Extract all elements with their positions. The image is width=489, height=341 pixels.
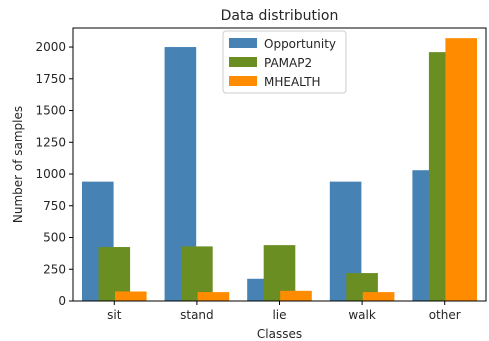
x-tick-label-lie: lie (272, 308, 286, 322)
legend: Opportunity PAMAP2 MHEALTH (222, 30, 347, 94)
legend-swatch-opportunity (229, 38, 257, 48)
bar-mhealth-stand (197, 292, 230, 301)
y-axis-label: Number of samples (11, 106, 25, 223)
plot-area: 0 250 500 750 1000 1250 1500 1750 2000 sit stand li… (35, 27, 487, 322)
x-tick-label-stand: stand (180, 308, 214, 322)
y-tick-label: 750 (43, 199, 66, 213)
legend-label-pamap2: PAMAP2 (264, 56, 312, 70)
legend-label-mhealth: MHEALTH (264, 75, 321, 89)
legend-label-opportunity: Opportunity (264, 37, 336, 51)
bar-mhealth-walk (362, 292, 395, 301)
y-tick-label: 1750 (35, 72, 66, 86)
y-tick-label: 2000 (35, 40, 66, 54)
x-tick-label-walk: walk (348, 308, 376, 322)
bar-mhealth-sit (115, 291, 147, 301)
bar-pamap2-stand (181, 246, 213, 301)
y-tick-label: 500 (43, 231, 66, 245)
x-tick-label-sit: sit (107, 308, 122, 322)
y-tick-label: 250 (43, 262, 66, 276)
y-tick-label: 1000 (35, 167, 66, 181)
bar-mhealth-lie (280, 290, 312, 301)
bar-mhealth-other (445, 38, 477, 301)
y-tick-label: 0 (58, 294, 66, 308)
legend-swatch-pamap2 (229, 57, 257, 67)
legend-swatch-mhealth (229, 76, 257, 86)
y-tick-label: 1500 (35, 104, 66, 118)
y-tick-label: 1250 (35, 135, 66, 149)
x-tick-label-other: other (429, 308, 461, 322)
x-axis-label: Classes (257, 327, 302, 341)
chart-title: Data distribution (221, 8, 339, 24)
